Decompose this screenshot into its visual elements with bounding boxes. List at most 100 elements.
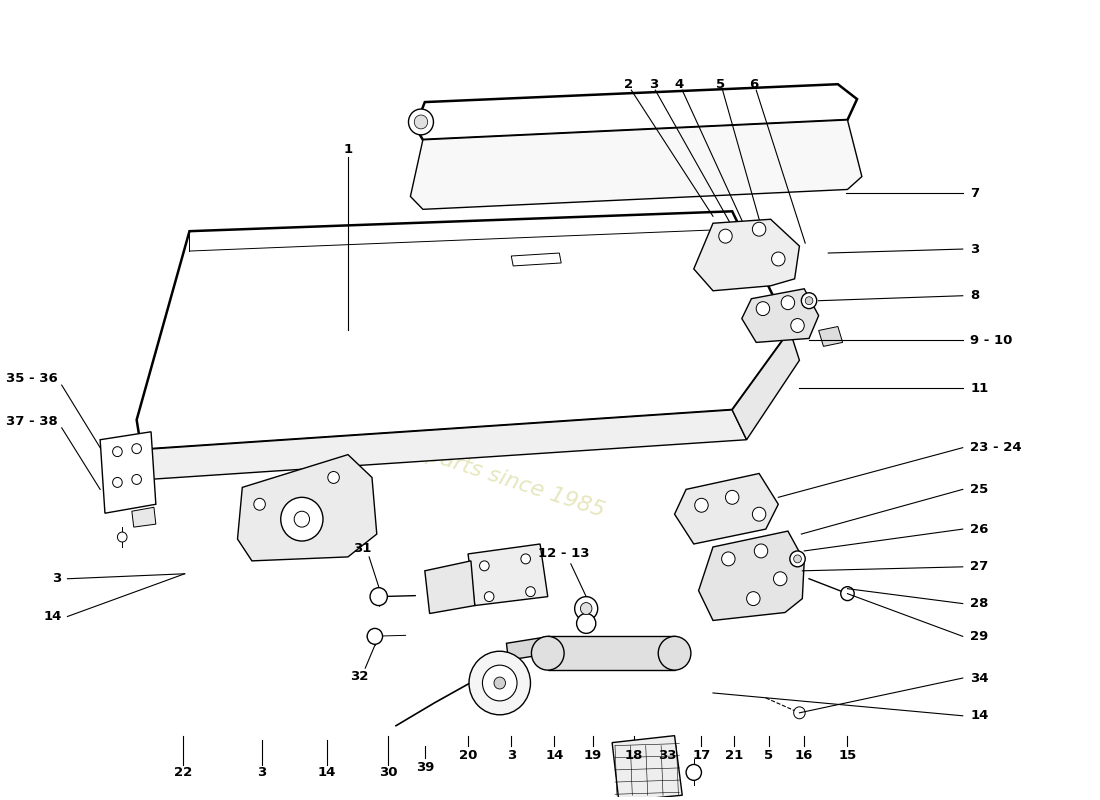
Text: 3: 3 (970, 242, 980, 255)
Circle shape (112, 478, 122, 487)
Polygon shape (698, 531, 804, 621)
Circle shape (581, 602, 592, 614)
Text: 9 - 10: 9 - 10 (970, 334, 1013, 347)
Text: 27: 27 (970, 560, 989, 574)
Text: 25: 25 (970, 483, 989, 496)
Text: 14: 14 (43, 610, 62, 623)
Text: 14: 14 (970, 710, 989, 722)
Text: 7: 7 (970, 187, 979, 200)
Circle shape (781, 296, 794, 310)
Text: 4: 4 (674, 78, 684, 90)
Text: 33: 33 (658, 749, 676, 762)
Polygon shape (741, 289, 818, 342)
Text: 5: 5 (764, 749, 773, 762)
Circle shape (483, 665, 517, 701)
Text: 12 - 13: 12 - 13 (538, 547, 590, 561)
Circle shape (722, 552, 735, 566)
Text: 6: 6 (749, 78, 758, 90)
Circle shape (695, 498, 708, 512)
Text: 31: 31 (353, 542, 372, 555)
Polygon shape (818, 326, 843, 346)
Text: 34: 34 (970, 671, 989, 685)
Circle shape (469, 651, 530, 714)
Polygon shape (694, 219, 800, 290)
Circle shape (794, 555, 802, 563)
Circle shape (771, 252, 785, 266)
Polygon shape (506, 636, 551, 660)
Text: 32: 32 (350, 670, 368, 682)
Polygon shape (512, 253, 561, 266)
Polygon shape (142, 410, 747, 479)
Text: 30: 30 (379, 766, 397, 779)
Text: a passion for parts since 1985: a passion for parts since 1985 (280, 398, 607, 521)
Text: 11: 11 (970, 382, 989, 394)
Polygon shape (674, 474, 779, 544)
Circle shape (132, 474, 142, 485)
Circle shape (726, 490, 739, 504)
Circle shape (805, 297, 813, 305)
Polygon shape (238, 454, 377, 561)
Text: 3: 3 (507, 749, 516, 762)
Polygon shape (415, 84, 857, 140)
Circle shape (494, 677, 506, 689)
Circle shape (773, 572, 786, 586)
Text: 15: 15 (838, 749, 857, 762)
Circle shape (294, 511, 309, 527)
Circle shape (280, 498, 323, 541)
Circle shape (752, 507, 766, 521)
Text: 5: 5 (716, 78, 725, 90)
Circle shape (756, 302, 770, 315)
Text: 35 - 36: 35 - 36 (7, 372, 58, 385)
Text: 3: 3 (257, 766, 266, 779)
Text: 22: 22 (174, 766, 191, 779)
Circle shape (480, 561, 490, 571)
Text: eurospares: eurospares (286, 318, 602, 462)
Circle shape (840, 586, 855, 601)
Text: 37 - 38: 37 - 38 (7, 415, 58, 428)
Text: 18: 18 (625, 749, 644, 762)
Circle shape (790, 551, 805, 567)
Circle shape (752, 222, 766, 236)
Polygon shape (410, 120, 862, 210)
Polygon shape (136, 211, 790, 450)
Text: 29: 29 (970, 630, 989, 643)
Circle shape (521, 554, 530, 564)
Text: 28: 28 (970, 597, 989, 610)
Circle shape (484, 592, 494, 602)
Circle shape (526, 586, 536, 597)
Circle shape (112, 446, 122, 457)
Text: 17: 17 (692, 749, 711, 762)
Polygon shape (425, 561, 475, 614)
Circle shape (415, 115, 428, 129)
Text: 19: 19 (584, 749, 602, 762)
Circle shape (367, 629, 383, 644)
Circle shape (370, 588, 387, 606)
Text: 2: 2 (624, 78, 632, 90)
Text: 26: 26 (970, 522, 989, 535)
Polygon shape (548, 636, 674, 670)
Circle shape (794, 707, 805, 718)
Circle shape (802, 293, 816, 309)
Circle shape (254, 498, 265, 510)
Circle shape (747, 592, 760, 606)
Text: 3: 3 (649, 78, 658, 90)
Circle shape (755, 544, 768, 558)
Circle shape (791, 318, 804, 333)
Polygon shape (612, 736, 682, 800)
Text: 20: 20 (459, 749, 477, 762)
Text: 23 - 24: 23 - 24 (970, 441, 1022, 454)
Polygon shape (100, 432, 156, 514)
Circle shape (658, 636, 691, 670)
Circle shape (574, 597, 597, 621)
Circle shape (531, 636, 564, 670)
Text: 14: 14 (546, 749, 563, 762)
Text: 14: 14 (318, 766, 336, 779)
Circle shape (686, 765, 702, 780)
Polygon shape (468, 544, 548, 606)
Text: 1: 1 (343, 143, 352, 156)
Text: 21: 21 (725, 749, 744, 762)
Circle shape (408, 109, 433, 135)
Text: 8: 8 (970, 290, 980, 302)
Circle shape (576, 614, 596, 634)
Text: 3: 3 (53, 572, 62, 586)
